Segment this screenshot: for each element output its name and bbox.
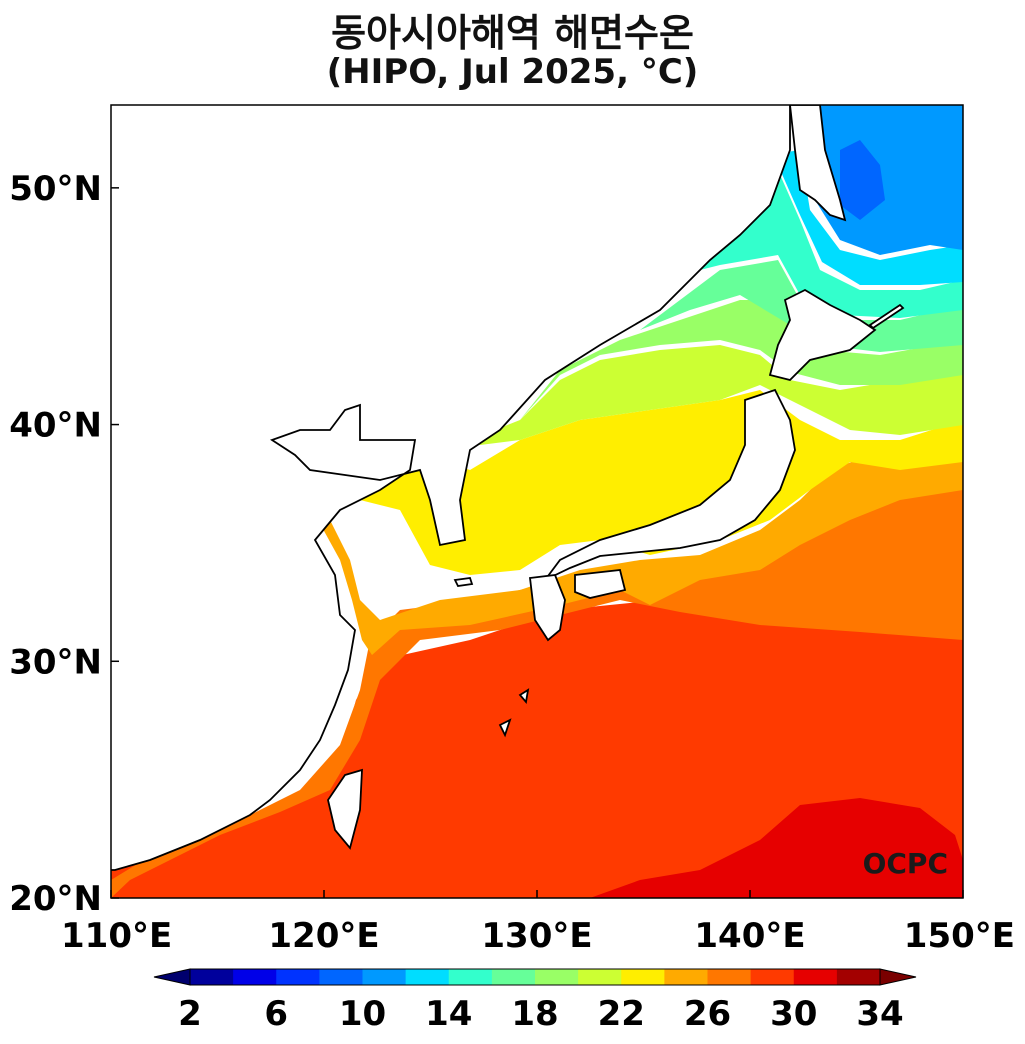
map-subtitle: (HIPO, Jul 2025, °C) bbox=[326, 52, 699, 92]
sst-band-14-16 bbox=[768, 150, 963, 285]
japan-honshu bbox=[544, 388, 796, 581]
colorbar-tick-label: 6 bbox=[264, 994, 288, 1034]
lon-tick-label: 140°E bbox=[694, 916, 805, 956]
colorbar-swatch bbox=[448, 969, 493, 985]
credit-label: OCPC bbox=[863, 847, 948, 880]
land bbox=[111, 105, 905, 871]
taiwan bbox=[327, 768, 363, 850]
colorbar-swatch bbox=[535, 969, 579, 985]
sst-band-22-24 bbox=[470, 345, 963, 445]
colorbar-tick-label: 14 bbox=[425, 994, 472, 1034]
colorbar: 2 6 10 14 18 22 26 30 34 bbox=[153, 968, 917, 1034]
lat-tick-label: 40°N bbox=[9, 406, 102, 446]
colorbar-swatch bbox=[750, 969, 795, 985]
colorbar-swatch bbox=[578, 969, 622, 985]
sst-band-32-34 bbox=[590, 798, 963, 898]
colorbar-swatch bbox=[362, 969, 407, 985]
colorbar-frame bbox=[189, 968, 881, 986]
lon-tick-label: 110°E bbox=[61, 916, 172, 956]
axis-ticks: 110°E 120°E 130°E 140°E 150°E 20°N 30°N 40°N 50°… bbox=[9, 169, 1015, 956]
colorbar-swatch bbox=[276, 969, 320, 985]
colorbar-tick-label: 26 bbox=[684, 994, 731, 1034]
colorbar-swatch bbox=[836, 969, 881, 985]
japan-shikoku bbox=[574, 569, 627, 599]
sst-band-12-14 bbox=[812, 105, 963, 255]
colorbar-swatch bbox=[190, 969, 234, 985]
colorbar-swatch bbox=[319, 969, 363, 985]
lat-tick-label: 50°N bbox=[9, 169, 102, 209]
lat-tick-label: 30°N bbox=[9, 642, 102, 682]
colorbar-swatch bbox=[707, 969, 752, 985]
sst-band-26-28 bbox=[300, 440, 963, 655]
colorbar-swatch bbox=[793, 969, 838, 985]
colorbar-swatch bbox=[664, 969, 708, 985]
colorbar-swatch bbox=[621, 969, 665, 985]
japan-kyushu bbox=[529, 574, 566, 642]
colorbar-tick-label: 10 bbox=[339, 994, 386, 1034]
sst-band-10-12 bbox=[840, 140, 885, 220]
lon-tick-label: 120°E bbox=[268, 916, 379, 956]
ryukyu-island bbox=[498, 718, 512, 738]
sst-band-20-22 bbox=[520, 300, 963, 420]
colorbar-over-arrow bbox=[879, 968, 917, 986]
sst-band-30-32 bbox=[111, 600, 963, 898]
sst-field bbox=[111, 105, 963, 898]
colorbar-under-arrow bbox=[153, 968, 191, 986]
jeju-island bbox=[453, 577, 474, 587]
colorbar-tick-label: 2 bbox=[178, 994, 202, 1034]
kuril-island bbox=[868, 303, 905, 330]
colorbar-tick-label: 30 bbox=[770, 994, 817, 1034]
sakhalin bbox=[789, 105, 847, 222]
ryukyu-island bbox=[518, 688, 530, 705]
mainland-asia bbox=[111, 105, 791, 871]
sst-band-28-30 bbox=[111, 470, 963, 898]
colorbar-swatch bbox=[233, 969, 277, 985]
lon-tick-label: 130°E bbox=[481, 916, 592, 956]
colorbar-tick-label: 34 bbox=[856, 994, 903, 1034]
lat-tick-label: 20°N bbox=[9, 879, 102, 919]
colorbar-swatch bbox=[405, 969, 450, 985]
japan-hokkaido bbox=[768, 288, 877, 381]
lon-tick-label: 150°E bbox=[904, 916, 1015, 956]
colorbar-swatch bbox=[491, 969, 536, 985]
colorbar-tick-label: 22 bbox=[598, 994, 645, 1034]
colorbar-tick-label: 18 bbox=[511, 994, 558, 1034]
map-title: 동아시아해역 해면수온 bbox=[331, 11, 694, 55]
